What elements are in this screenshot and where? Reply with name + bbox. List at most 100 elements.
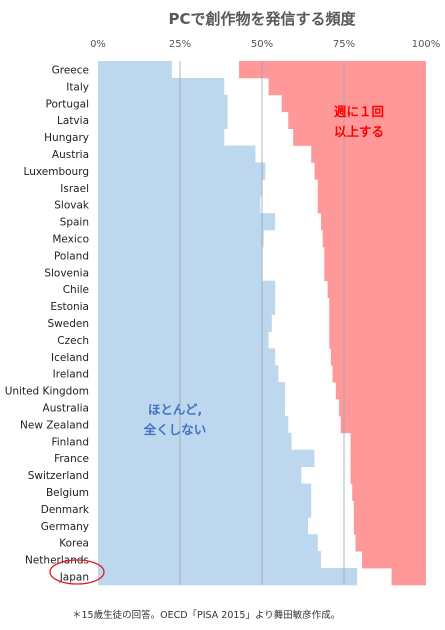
- category-label: Australia: [43, 402, 89, 414]
- bar-low-frequency: [98, 297, 276, 315]
- category-label: Chile: [63, 284, 89, 296]
- bar-low-frequency: [98, 432, 292, 451]
- bar-weekly: [329, 331, 426, 349]
- category-label: Switzerland: [28, 470, 89, 482]
- x-axis: 0% 25% 50% 75% 100%: [90, 39, 440, 50]
- category-label: Netherlands: [25, 555, 89, 567]
- bar-low-frequency: [98, 331, 269, 349]
- bar-weekly: [322, 230, 426, 248]
- bar-weekly: [314, 162, 426, 180]
- bar-low-frequency: [98, 61, 172, 79]
- bar-weekly: [268, 77, 426, 96]
- bar-weekly: [353, 517, 426, 535]
- label-weekly: 週に１回: [334, 104, 384, 119]
- bar-weekly: [340, 415, 426, 434]
- bar-weekly: [281, 94, 426, 113]
- bar-low-frequency: [98, 280, 276, 298]
- category-label: Israel: [60, 183, 89, 195]
- bar-low-frequency: [98, 348, 276, 366]
- bar-weekly: [339, 399, 426, 417]
- bar-weekly: [332, 365, 426, 383]
- bar-low-frequency: [98, 128, 225, 146]
- bar-weekly: [350, 466, 426, 484]
- x-tick-label: 75%: [333, 39, 355, 50]
- bar-low-frequency: [98, 382, 285, 400]
- bar-low-frequency: [98, 77, 225, 96]
- category-label: Italy: [66, 81, 89, 93]
- bar-low-frequency: [98, 517, 308, 535]
- category-label: Mexico: [52, 233, 89, 245]
- category-label: Austria: [52, 149, 89, 161]
- bar-weekly: [293, 128, 426, 146]
- bar-low-frequency: [98, 230, 264, 248]
- chart-title: PCで創作物を発信する頻度: [168, 10, 356, 28]
- category-label: New Zealand: [20, 419, 89, 431]
- category-label: Estonia: [50, 301, 89, 313]
- bar-low-frequency: [98, 534, 318, 552]
- category-label: Japan: [59, 571, 89, 583]
- bar-low-frequency: [98, 466, 302, 484]
- category-label: Germany: [41, 521, 89, 533]
- bar-weekly: [324, 263, 426, 282]
- category-label: Czech: [57, 335, 89, 347]
- category-label: France: [54, 453, 89, 465]
- bar-weekly: [391, 568, 426, 586]
- category-label: Korea: [59, 538, 89, 550]
- bar-weekly: [335, 382, 426, 400]
- bar-weekly: [350, 449, 426, 467]
- category-label: Spain: [60, 217, 89, 229]
- category-label: Ireland: [53, 369, 89, 381]
- bar-weekly: [311, 145, 426, 163]
- gridlines: [179, 61, 345, 585]
- category-label: Belgium: [46, 487, 89, 499]
- bar-low-frequency: [98, 483, 312, 501]
- bar-low-frequency: [98, 162, 266, 180]
- category-label: Greece: [52, 64, 89, 76]
- category-label: Slovenia: [44, 267, 89, 279]
- category-label: Sweden: [48, 318, 90, 330]
- category-label: United Kingdom: [5, 386, 89, 398]
- x-tick-label: 25%: [169, 39, 191, 50]
- bar-low-frequency: [98, 365, 279, 383]
- bar-weekly: [329, 297, 426, 315]
- bar-low-frequency: [98, 145, 256, 163]
- category-label: Denmark: [41, 504, 90, 516]
- category-label: Poland: [54, 250, 89, 262]
- bar-weekly: [350, 432, 426, 451]
- bar-weekly: [324, 246, 426, 265]
- bar-low-frequency: [98, 568, 358, 586]
- footnote: ＊15歳生徒の回答。OECD「PISA 2015」より舞田敏彦作成。: [72, 609, 340, 621]
- bar-weekly: [330, 348, 426, 366]
- bar-weekly: [352, 483, 426, 501]
- bar-low-frequency: [98, 500, 312, 518]
- japan-highlight-circle: [49, 559, 105, 585]
- label-low-frequency: 全くしない: [143, 422, 207, 437]
- bar-weekly: [353, 500, 426, 518]
- category-label: Iceland: [51, 352, 89, 364]
- bar-weekly: [317, 196, 426, 214]
- x-tick-label: 100%: [412, 39, 441, 50]
- category-label: Portugal: [46, 98, 90, 110]
- bar-low-frequency: [98, 449, 315, 467]
- category-label: Finland: [51, 436, 89, 448]
- bar-weekly: [362, 551, 426, 569]
- bar-low-frequency: [98, 94, 228, 113]
- category-label: Slovak: [54, 200, 90, 212]
- bar-low-frequency: [98, 213, 276, 231]
- category-label: Hungary: [44, 132, 89, 144]
- category-labels: Greece Italy Portugal Latvia Hungary Austria L…: [5, 64, 90, 583]
- bar-weekly: [288, 111, 426, 129]
- label-weekly: 以上する: [334, 124, 384, 139]
- bar-low-frequency: [98, 196, 261, 214]
- bar-weekly: [327, 280, 426, 298]
- x-tick-label: 50%: [251, 39, 273, 50]
- bar-weekly: [317, 179, 426, 197]
- bars: [98, 61, 426, 586]
- bar-low-frequency: [98, 415, 289, 434]
- bar-weekly: [355, 534, 426, 552]
- bar-low-frequency: [98, 399, 285, 417]
- label-low-frequency: ほとんど,: [148, 402, 202, 417]
- bar-low-frequency: [98, 111, 228, 129]
